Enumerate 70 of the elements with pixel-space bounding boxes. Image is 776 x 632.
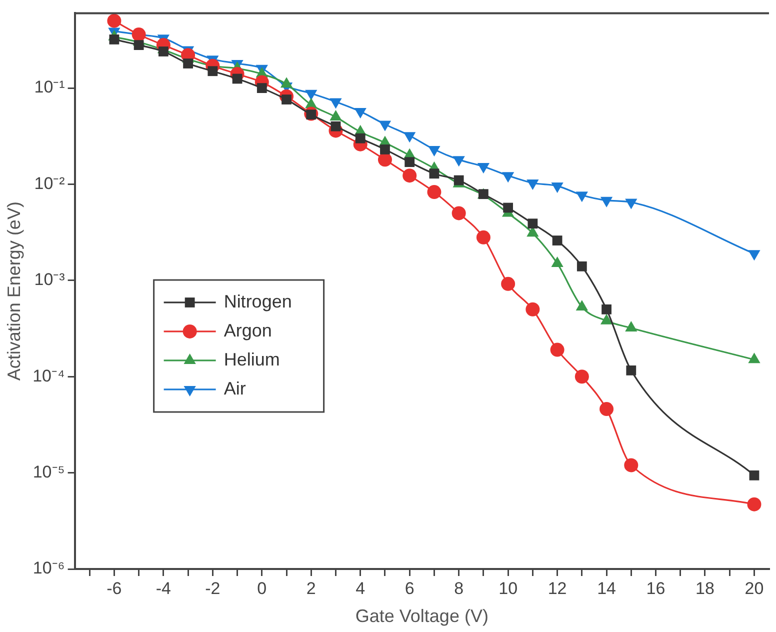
point	[551, 182, 564, 193]
point	[109, 34, 120, 44]
point	[528, 218, 538, 229]
y-tick-label: 10⁻³	[34, 270, 66, 290]
y-tick-label: 10⁻⁶	[32, 558, 65, 578]
point	[600, 196, 613, 208]
point	[380, 144, 390, 154]
x-tick-label: 4	[356, 578, 366, 598]
x-tick-label: -6	[106, 578, 122, 598]
point	[429, 168, 440, 179]
x-tick-label: 10	[498, 578, 518, 598]
point	[428, 146, 440, 156]
point	[378, 120, 392, 132]
point	[749, 470, 760, 480]
point	[625, 198, 638, 210]
y-axis-title: Activation Energy (eV)	[4, 202, 24, 381]
x-tick-label: -2	[205, 578, 220, 598]
point	[330, 121, 341, 132]
x-tick-label: 8	[454, 578, 464, 598]
y-tick-label: 10⁻¹	[34, 78, 66, 97]
point	[600, 402, 614, 416]
y-tick-label: 10⁻²	[34, 174, 66, 193]
point	[452, 206, 466, 220]
point	[354, 108, 366, 119]
point	[132, 28, 146, 42]
x-tick-label: 0	[257, 578, 267, 598]
x-tick-label: 14	[597, 578, 616, 598]
point	[305, 90, 318, 100]
point	[330, 98, 342, 109]
point	[183, 58, 193, 68]
point	[256, 83, 267, 93]
point	[378, 152, 392, 167]
x-tick-label: -4	[156, 578, 171, 598]
x-tick-label: 18	[696, 578, 714, 598]
y-tick-label: 10⁻⁴	[32, 366, 65, 386]
legend-label: Helium	[224, 349, 280, 370]
point	[107, 14, 122, 28]
point	[452, 156, 465, 167]
x-axis-title: Gate Voltage (V)	[355, 606, 488, 626]
x-tick-label: 6	[404, 578, 414, 598]
point	[404, 157, 415, 168]
point	[134, 40, 144, 50]
point	[427, 185, 442, 200]
x-tick-label: 20	[744, 578, 764, 598]
point	[602, 304, 612, 314]
x-tick-label: 16	[646, 578, 666, 598]
point	[550, 342, 564, 357]
point	[476, 230, 490, 244]
point	[477, 162, 490, 174]
point	[576, 261, 587, 272]
legend-label: Argon	[224, 320, 272, 340]
x-tick-label: 12	[548, 578, 567, 598]
point	[503, 202, 514, 213]
point	[402, 168, 417, 183]
point	[574, 370, 589, 384]
point	[626, 365, 636, 376]
point	[208, 66, 218, 76]
point	[158, 46, 168, 56]
point	[232, 74, 242, 84]
legend-label: Nitrogen	[224, 291, 292, 312]
point	[404, 132, 416, 143]
point	[552, 236, 562, 246]
point	[526, 302, 540, 316]
y-tick-label: 10⁻⁵	[32, 462, 65, 482]
point	[747, 497, 762, 512]
point	[355, 133, 366, 144]
point	[501, 276, 516, 291]
x-tick-label: 2	[306, 578, 316, 598]
point	[624, 458, 638, 472]
legend-label: Air	[224, 378, 246, 398]
